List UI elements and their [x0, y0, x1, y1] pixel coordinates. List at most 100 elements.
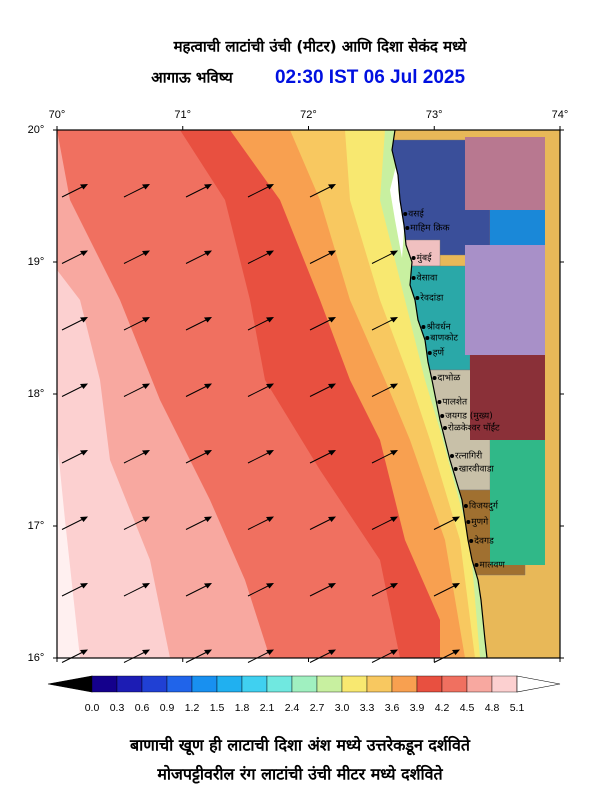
lat-label: 20° [28, 124, 45, 136]
arrow-head [328, 649, 336, 655]
colorbar-label: 0.3 [110, 702, 125, 714]
arrow-head [452, 649, 460, 655]
colorbar-box [391, 675, 418, 693]
place-label: वेसावा [417, 272, 438, 284]
arrow-head [328, 184, 336, 190]
colorbar-box [116, 675, 143, 693]
colorbar-box [291, 675, 318, 693]
arrow-head [328, 450, 336, 456]
place-dot [466, 520, 471, 524]
band [57, 440, 80, 658]
arrow-head [390, 317, 398, 323]
colorbar-box [141, 675, 168, 693]
colorbar-box [366, 675, 393, 693]
district [465, 137, 545, 210]
colorbar-label: 2.1 [260, 702, 275, 714]
arrow-head [204, 649, 212, 655]
lat-label: 19° [28, 256, 45, 268]
arrow-head [142, 450, 150, 456]
place-dot [427, 351, 432, 355]
colorbar-box [91, 675, 118, 693]
place-label: मुंबई [417, 252, 433, 264]
arrow-head [204, 184, 212, 190]
arrow-head [328, 383, 336, 389]
place-dot [405, 226, 410, 230]
colorbar-label: 4.5 [460, 702, 475, 714]
arrow-head [266, 450, 274, 456]
axes: 70° 71° 72° 73° 74° 20° 19° 18° 17° 16° [28, 109, 569, 664]
forecast-time: 02:30 IST 06 Jul 2025 [275, 67, 466, 88]
place-label: माहिम क्रिक [410, 222, 450, 234]
place-label: दाभोळ [438, 372, 461, 384]
place-label: पालशेत [442, 396, 468, 408]
arrow-head [328, 317, 336, 323]
place-label: विजयदुर्ग [469, 500, 499, 512]
colorbar-box [216, 675, 243, 693]
arrow-head [204, 250, 212, 256]
colorbar-label: 3.6 [385, 702, 400, 714]
colorbar-label: 1.5 [210, 702, 225, 714]
colorbar-box [466, 675, 493, 693]
place-label: देवगड [474, 535, 494, 547]
colorbar-label: 0.9 [160, 702, 175, 714]
places: वसई माहिम क्रिक मुंबई वेसावा रेवदांडा श्रीवर्… [403, 208, 505, 571]
colorbar-box [441, 675, 468, 693]
arrow-head [266, 317, 274, 323]
arrow-head [390, 649, 398, 655]
colorbar-box [416, 675, 443, 693]
place-label: श्रीवर्धन [426, 321, 451, 333]
district [490, 210, 545, 245]
arrow-head [390, 450, 398, 456]
colorbar-label: 1.2 [185, 702, 200, 714]
place-dot [403, 212, 408, 216]
colorbar: 0.0 0.3 0.6 0.9 1.2 1.5 1.8 2.1 2.4 2.7 3.0 3.3 3.6 3… [47, 675, 561, 714]
colorbar-over [516, 675, 561, 693]
lat-label: 17° [28, 520, 45, 532]
place-dot [411, 276, 416, 280]
arrow-head [266, 583, 274, 589]
colorbar-label: 2.4 [285, 702, 300, 714]
arrow-head [204, 383, 212, 389]
place-dot [432, 376, 437, 380]
arrow-head [204, 317, 212, 323]
colorbar-under [47, 675, 93, 693]
arrow-head [80, 250, 88, 256]
colorbar-label: 1.8 [235, 702, 250, 714]
coastline [391, 129, 488, 659]
place-dot [415, 296, 420, 300]
arrow-head [390, 583, 398, 589]
place-label: जयगड (मुख्य) [445, 412, 493, 422]
colorbar-box [341, 675, 368, 693]
place-label: रेवदांडा [420, 292, 444, 304]
band [57, 270, 170, 658]
arrow-head [142, 317, 150, 323]
place-dot [437, 400, 442, 404]
arrow-head [142, 649, 150, 655]
lon-label: 74° [552, 109, 569, 121]
footer-line: मोजपट्टीवरील रंग लाटांची उंची मीटर मध्ये… [156, 765, 443, 785]
place-dot [474, 563, 479, 567]
colorbar-box [266, 675, 293, 693]
colorbar-label: 5.1 [510, 702, 525, 714]
place-label: मुणगे [471, 516, 489, 528]
place-dot [443, 426, 447, 430]
arrow-head [266, 383, 274, 389]
arrow-head [452, 583, 460, 589]
lon-label: 70° [49, 109, 66, 121]
district [470, 355, 545, 440]
arrow-head [390, 516, 398, 522]
arrow-head [142, 583, 150, 589]
arrow-head [142, 516, 150, 522]
wave-arrows [61, 184, 460, 663]
arrow-head [80, 317, 88, 323]
district [490, 440, 545, 565]
title: महत्वाची लाटांची उंची (मीटर) आणि दिशा से… [173, 38, 468, 56]
arrow-head [390, 250, 398, 256]
place-dot [425, 336, 430, 340]
place-label: बाणकोट [430, 332, 458, 344]
district [465, 245, 545, 355]
place-dot [469, 539, 474, 543]
arrow-head [80, 450, 88, 456]
arrow-head [80, 583, 88, 589]
